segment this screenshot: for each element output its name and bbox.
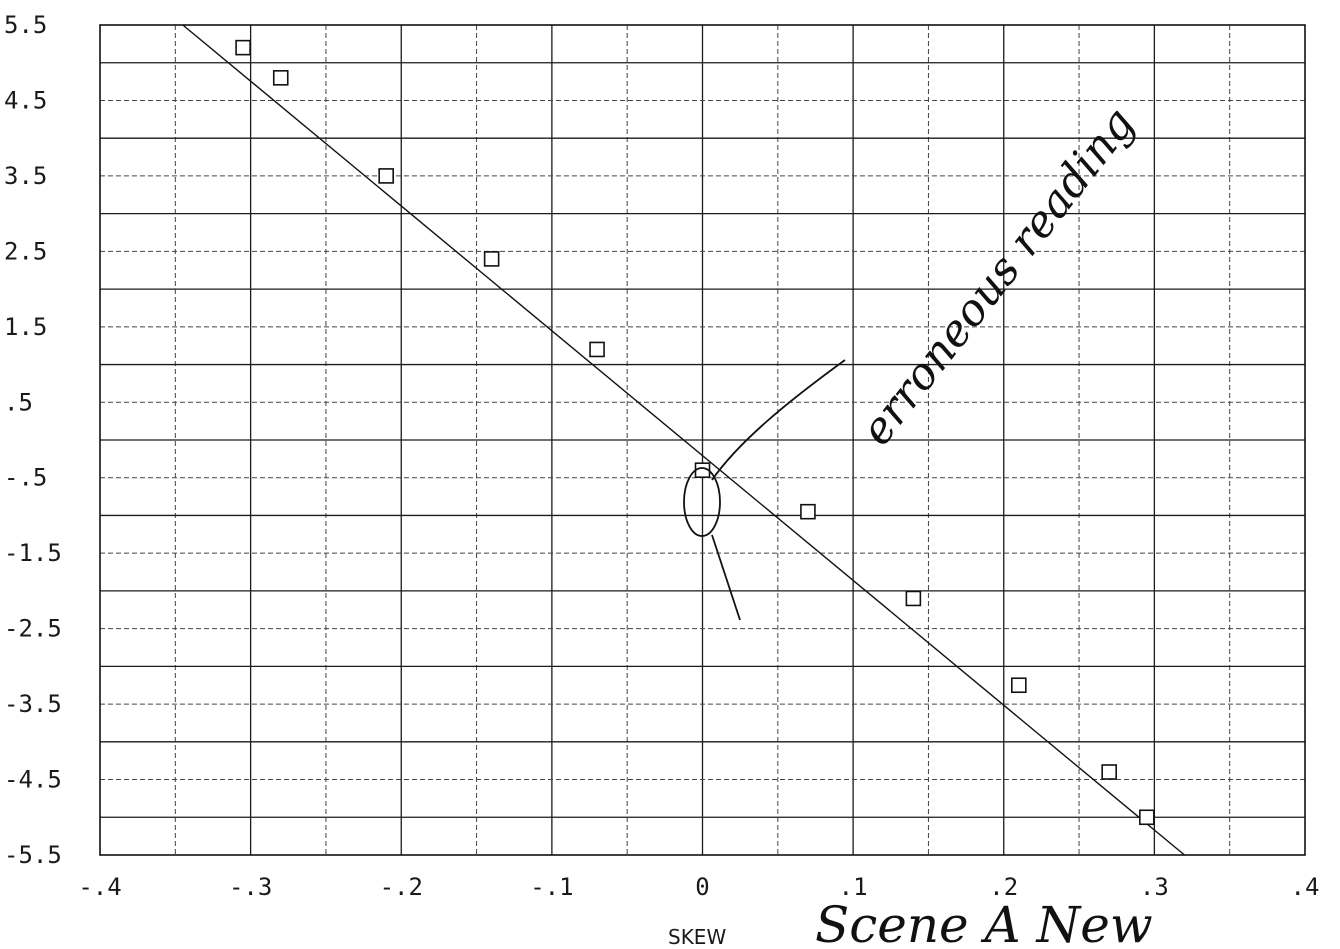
x-tick-label: -.1 (530, 873, 573, 901)
y-tick-label: -1.5 (4, 539, 62, 567)
x-tick-label: .4 (1291, 873, 1320, 901)
data-point (1011, 677, 1027, 694)
y-tick-label: -2.5 (4, 615, 62, 643)
x-tick-labels: -.4 -.3 -.2 -.1 0 .1 .2 .3 .4 (78, 873, 1319, 901)
data-point (1101, 764, 1117, 780)
data-points (235, 39, 1155, 826)
data-point (483, 251, 500, 267)
y-tick-label: -4.5 (4, 766, 62, 794)
y-tick-label: 3.5 (4, 162, 47, 190)
data-point (905, 590, 922, 607)
annotation-circle (683, 467, 721, 537)
data-point (235, 39, 251, 56)
x-tick-label: -.2 (380, 873, 423, 901)
x-tick-label: 0 (695, 873, 709, 901)
y-tick-labels: 5.5 4.5 3.5 2.5 1.5 .5 -.5 -1.5 -2.5 -3.5 -4.5 -5.5 (4, 11, 62, 869)
annotation-arrow (711, 359, 846, 481)
grid (100, 25, 1305, 855)
annotation-erroneous-reading: erroneous reading (851, 98, 1145, 454)
y-tick-label: -5.5 (4, 841, 62, 869)
y-tick-label: -.5 (4, 464, 47, 492)
data-point (272, 70, 289, 86)
handwritten-note: Scene A New (815, 896, 1153, 949)
x-tick-label: .1 (839, 873, 868, 901)
x-tick-label: .3 (1140, 873, 1169, 901)
annotation-tail (711, 534, 741, 621)
data-point (589, 341, 605, 358)
x-tick-label: -.3 (229, 873, 272, 901)
x-axis-label: SKEW (668, 925, 726, 949)
y-tick-label: 5.5 (4, 11, 47, 39)
x-tick-label: .2 (989, 873, 1018, 901)
data-point (378, 168, 394, 184)
y-tick-label: 1.5 (4, 313, 47, 341)
y-tick-label: -3.5 (4, 690, 62, 718)
y-tick-label: 2.5 (4, 237, 47, 265)
plot-frame (99, 24, 1306, 856)
x-tick-label: -.4 (78, 873, 121, 901)
data-point (1139, 809, 1155, 826)
y-tick-label: 4.5 (4, 86, 47, 114)
y-tick-label: .5 (4, 388, 33, 416)
fit-line (182, 24, 1185, 856)
data-point (800, 503, 816, 520)
